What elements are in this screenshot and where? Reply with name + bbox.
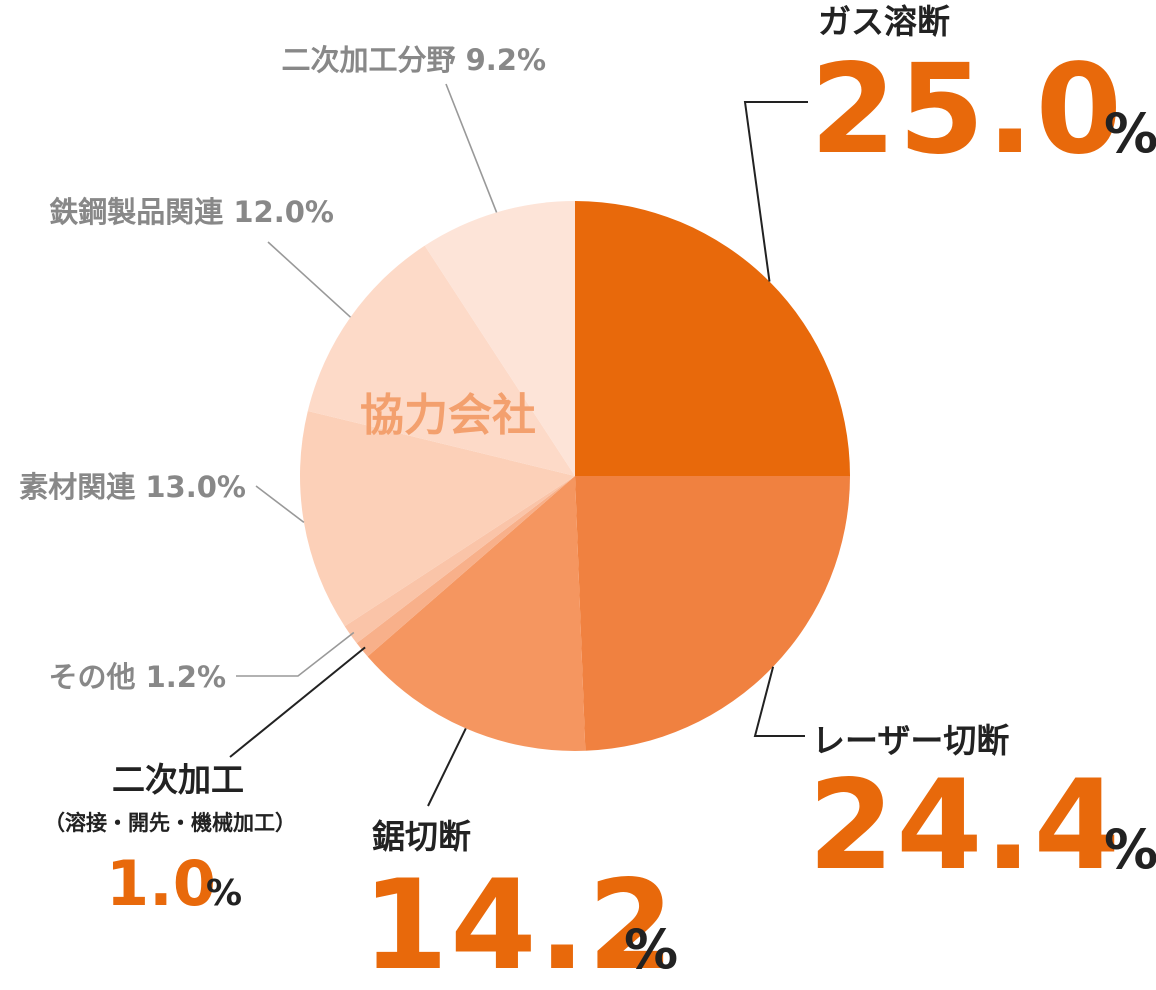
slice-sublabel-secondary-processing: （溶接・開先・機械加工） [44,811,296,835]
slice-value-gas-cutting: 25.0 [810,38,1124,182]
slice-value-laser-cutting: 24.4 [808,754,1122,898]
slice-label-steel-products: 鉄鋼製品関連 12.0% [49,195,334,229]
leader-line-3 [229,646,366,758]
leader-line-1 [753,666,805,737]
leader-line-2 [427,727,467,807]
pie-slice-2 [367,476,586,751]
slice-label-laser-cutting: レーザー切断 [812,721,1009,760]
slice-value-saw-cutting: 14.2 [362,854,676,990]
slice-label-other: その他 1.2% [48,660,226,694]
pie-slice-0 [575,201,850,476]
leader-lines [229,83,808,807]
slice-label-secondary-field: 二次加工分野 9.2% [281,43,546,77]
pie-slices [299,201,850,751]
leader-line-0 [743,101,808,282]
slice-unit-saw-cutting: % [624,918,678,981]
pie-slice-1 [575,476,850,751]
pie-slice-4 [344,476,575,644]
pie-slice-7 [424,201,575,476]
slice-label-gas-cutting: ガス溶断 [818,2,950,41]
leader-line-6 [267,241,352,318]
pie-slice-6 [307,245,575,476]
pie-slice-5 [299,410,575,627]
slice-unit-gas-cutting: % [1104,102,1156,165]
slice-value-secondary-processing: 1.0 [106,847,216,920]
slice-unit-secondary-processing: % [206,873,242,914]
slice-unit-laser-cutting: % [1104,818,1156,881]
slice-label-materials: 素材関連 13.0% [19,470,246,504]
center-label: 協力会社 [360,390,536,441]
leader-line-7 [445,83,498,213]
pie-slice-3 [356,476,575,657]
slice-label-secondary-processing: 二次加工 [112,760,244,799]
leader-line-5 [255,485,305,524]
slice-label-saw-cutting: 鋸切断 [372,817,471,856]
leader-line-4 [236,631,355,677]
